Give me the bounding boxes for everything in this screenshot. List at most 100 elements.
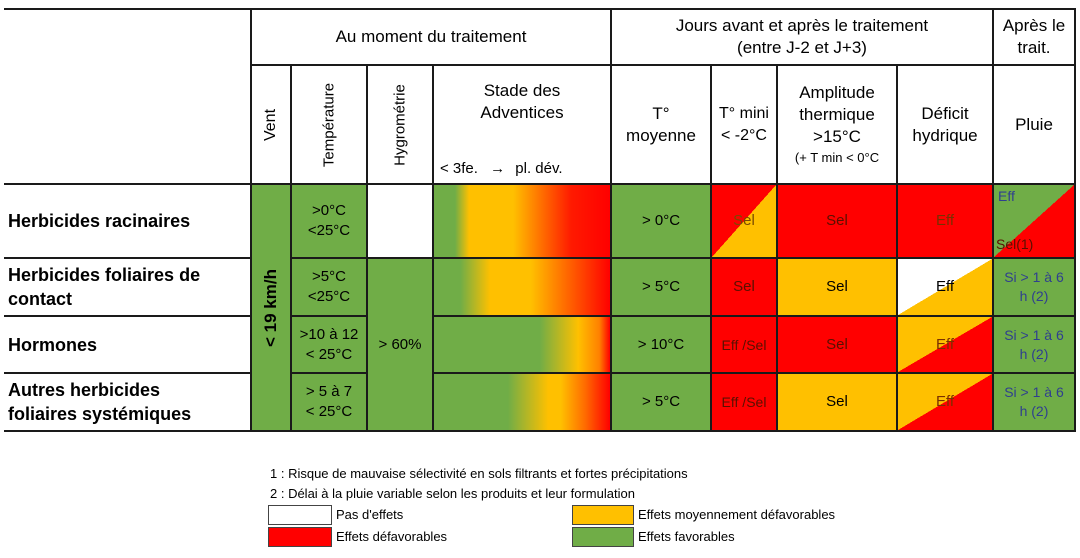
row-label-contact: Herbicides foliaires de contact: [4, 259, 252, 317]
deficit-cell-row4: Eff: [898, 374, 994, 432]
tmin-cell-row3: Eff /Sel: [712, 317, 778, 374]
col-header-amplitude-line4: (+ T min < 0°C: [794, 149, 880, 165]
footnote-1: 1 : Risque de mauvaise sélectivité en so…: [270, 466, 688, 481]
col-header-pluie-label: Pluie: [1015, 114, 1053, 134]
ampl-row1-value: Sel: [826, 212, 848, 229]
pluie-cell-row4: Si > 1 à 6 h (2): [994, 374, 1076, 432]
group-header-apres-line2: trait.: [1017, 38, 1051, 57]
col-header-tmin-line1: T° mini: [719, 104, 769, 122]
stade-scale-arrow-icon: →: [490, 160, 506, 177]
ampl-cell-row1: Sel: [778, 185, 898, 259]
tmoy-row1-value: > 0°C: [641, 212, 681, 229]
vent-value: < 19 km/h: [261, 268, 280, 347]
col-header-stade: Stade des Adventices < 3fe. → pl. dév.: [434, 66, 612, 185]
tmin-row1-value: Sel: [733, 212, 755, 229]
pluie-cell-row1: Eff Sel(1): [994, 185, 1076, 259]
legend-label-none: Pas d'effets: [336, 507, 404, 522]
ampl-row2-value: Sel: [826, 278, 848, 295]
col-header-stade-line2: Adventices: [480, 103, 564, 122]
group-header-apres-line1: Après le: [1002, 16, 1066, 35]
temp-cell-row2: >5°C <25°C: [292, 259, 368, 317]
col-header-tmin-line2: < -2°C: [721, 126, 767, 144]
temp-row3-line2: < 25°C: [305, 345, 353, 363]
col-header-tmoy: T° moyenne: [612, 66, 712, 185]
col-header-hygrometrie: Hygrométrie: [368, 66, 434, 185]
stade-gradient-row1: [434, 185, 612, 259]
col-header-tmoy-line2: moyenne: [626, 125, 696, 145]
col-header-vent-label: Vent: [262, 108, 279, 141]
ampl-row3-value: Sel: [826, 335, 848, 353]
group-header-jours: Jours avant et après le traitement (entr…: [612, 10, 994, 66]
ampl-cell-row4: Sel: [778, 374, 898, 432]
tmoy-cell-row3: > 10°C: [612, 317, 712, 374]
col-header-deficit-line1: Déficit: [921, 103, 969, 123]
tmoy-cell-row2: > 5°C: [612, 259, 712, 317]
col-header-tmoy-line1: T°: [652, 103, 670, 123]
deficit-cell-row2: Eff: [898, 259, 994, 317]
deficit-cell-row1: Eff: [898, 185, 994, 259]
deficit-row3-value: Eff: [935, 335, 955, 353]
table-top-border: [4, 8, 1076, 10]
tmoy-row2-value: > 5°C: [641, 278, 681, 295]
stade-scale-left: < 3fe.: [440, 160, 478, 177]
group-header-au-moment: Au moment du traitement: [252, 10, 612, 66]
tmoy-row4-value: > 5°C: [641, 393, 681, 410]
pluie-row1-line2: Sel(1): [996, 236, 1034, 252]
ampl-cell-row2: Sel: [778, 259, 898, 317]
vent-cell: < 19 km/h: [252, 185, 292, 432]
tmin-row3-value: Eff /Sel: [721, 336, 767, 353]
temp-cell-row1: >0°C <25°C: [292, 185, 368, 259]
col-header-temperature-label: Température: [320, 82, 338, 167]
col-header-vent: Vent: [252, 66, 292, 185]
group-header-jours-line2: (entre J-2 et J+3): [737, 38, 867, 57]
hygro-cell-row1: [368, 185, 434, 259]
pluie-row2-line2: h (2): [1019, 288, 1049, 304]
col-header-amplitude-line2: thermique: [799, 104, 875, 124]
row-label-contact-line2: contact: [8, 289, 73, 309]
pluie-row4-line2: h (2): [1019, 403, 1049, 419]
temp-row2-line2: <25°C: [307, 288, 351, 305]
hygro-cell-merged: > 60%: [368, 259, 434, 432]
legend-label-medium: Effets moyennement défavorables: [638, 507, 836, 522]
row-label-systemiques-line1: Autres herbicides: [8, 380, 161, 400]
row-label-racinaires: Herbicides racinaires: [4, 185, 252, 259]
legend-swatch-none: [268, 505, 332, 525]
pluie-row3-line2: h (2): [1019, 345, 1049, 362]
deficit-cell-row3: Eff: [898, 317, 994, 374]
row-label-hormones: Hormones: [4, 317, 252, 374]
col-header-temperature: Température: [292, 66, 368, 185]
hygro-value: > 60%: [378, 335, 422, 353]
herbicide-conditions-table: Au moment du traitement Jours avant et a…: [4, 8, 1076, 432]
tmoy-cell-row1: > 0°C: [612, 185, 712, 259]
row-label-systemiques: Autres herbicides foliaires systémiques: [4, 374, 252, 432]
pluie-cell-row2: Si > 1 à 6 h (2): [994, 259, 1076, 317]
stade-gradient-row4: [434, 374, 612, 432]
pluie-row3-line1: Si > 1 à 6: [1004, 326, 1064, 343]
corner-cell: [4, 10, 252, 185]
tmin-cell-row1: Sel: [712, 185, 778, 259]
col-header-amplitude: Amplitude thermique >15°C (+ T min < 0°C: [778, 66, 898, 185]
ampl-cell-row3: Sel: [778, 317, 898, 374]
row-label-contact-line1: Herbicides foliaires de: [8, 265, 201, 285]
group-header-jours-line1: Jours avant et après le traitement: [675, 16, 929, 35]
temp-row2-line1: >5°C: [312, 268, 346, 285]
footnote-2: 2 : Délai à la pluie variable selon les …: [270, 486, 635, 501]
tmin-row4-value: Eff /Sel: [721, 394, 767, 410]
pluie-cell-row3: Si > 1 à 6 h (2): [994, 317, 1076, 374]
temp-row1-line1: >0°C: [312, 202, 346, 219]
col-header-pluie: Pluie: [994, 66, 1076, 185]
col-header-deficit: Déficit hydrique: [898, 66, 994, 185]
stade-scale-right: pl. dév.: [515, 160, 563, 177]
temp-row4-line2: < 25°C: [305, 403, 353, 420]
legend-swatch-medium: [572, 505, 634, 525]
deficit-row4-value: Eff: [935, 393, 955, 410]
tmoy-cell-row4: > 5°C: [612, 374, 712, 432]
stade-gradient-row2: [434, 259, 612, 317]
pluie-row4-line1: Si > 1 à 6: [1004, 384, 1064, 400]
row-label-racinaires-text: Herbicides racinaires: [8, 211, 191, 231]
temp-cell-row3: >10 à 12 < 25°C: [292, 317, 368, 374]
deficit-row2-value: Eff: [935, 278, 955, 295]
tmin-row2-value: Sel: [733, 278, 755, 295]
col-header-deficit-line2: hydrique: [912, 125, 978, 145]
col-header-stade-line1: Stade des: [483, 81, 561, 100]
